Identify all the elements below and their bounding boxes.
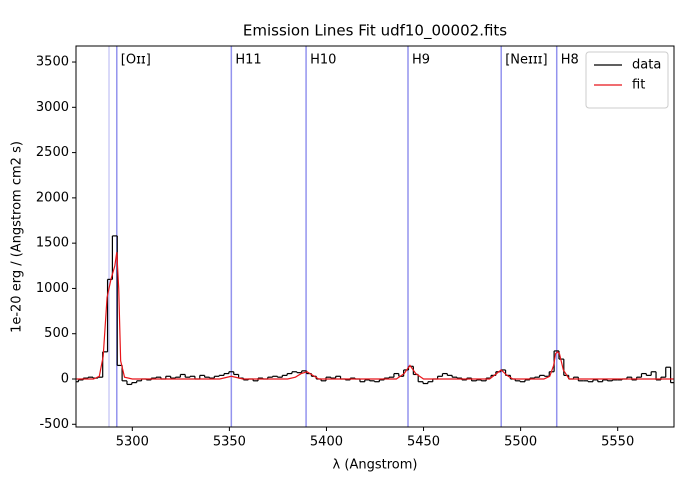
legend-box (585, 51, 669, 109)
legend-label: data (632, 58, 661, 73)
y-tick-label: -500 (39, 417, 69, 432)
x-axis-label: λ (Angstrom) (333, 458, 418, 473)
line-label: H10 (310, 53, 336, 68)
y-tick-label: 3000 (36, 100, 69, 115)
plot-area: [Oɪɪ] H11 H10 H9 [Neɪɪɪ] H8 (76, 46, 674, 427)
line-label: H11 (235, 53, 261, 68)
line-label: [Oɪɪ] (121, 53, 151, 68)
x-tick-label: 5350 (213, 435, 246, 450)
y-tick-label: 3500 (36, 55, 69, 70)
y-tick-label: 1000 (36, 281, 69, 296)
y-tick-label: 0 (61, 372, 69, 387)
line-label: H8 (561, 53, 579, 68)
x-tick-label: 5450 (407, 435, 440, 450)
axes-frame (75, 45, 675, 428)
x-tick-label: 5300 (116, 435, 149, 450)
line-label: H9 (412, 53, 430, 68)
y-tick-label: 1500 (36, 236, 69, 251)
fit-line (76, 252, 674, 380)
line-label: [Neɪɪɪ] (505, 53, 547, 68)
y-tick-label: 2000 (36, 190, 69, 205)
chart-title: Emission Lines Fit udf10_00002.fits (243, 22, 507, 41)
x-tick-label: 5500 (504, 435, 537, 450)
y-tick-label: 2500 (36, 145, 69, 160)
legend-label: fit (632, 78, 645, 93)
x-tick-label: 5400 (310, 435, 343, 450)
step-connector (77, 235, 672, 385)
y-axis-label: 1e-20 erg / (Angstrom cm2 s) (10, 141, 25, 333)
x-tick-label: 5550 (601, 435, 634, 450)
y-tick-label: 500 (44, 326, 69, 341)
